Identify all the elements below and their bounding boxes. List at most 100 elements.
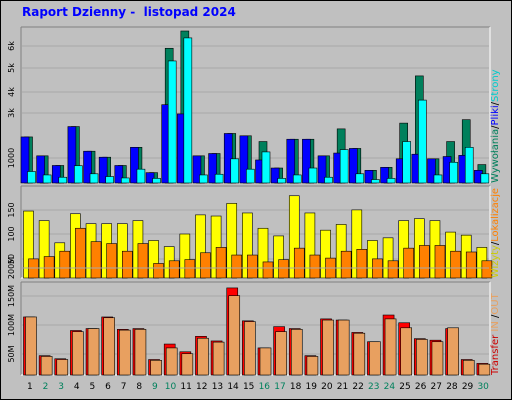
sites-bar xyxy=(293,247,305,279)
kbytes-out-bar xyxy=(369,341,381,376)
pages-bar xyxy=(261,151,271,184)
files-bar xyxy=(192,155,202,184)
legend-part: OUT xyxy=(490,292,501,314)
sites-bar xyxy=(419,245,430,279)
kbytes-out-bar xyxy=(337,319,350,376)
files-bar xyxy=(270,167,280,184)
x-tick-label-day: 22 xyxy=(352,382,363,392)
pages-bar xyxy=(27,171,36,184)
y-tick-label: 50 xyxy=(7,254,16,264)
legend-part: / xyxy=(490,125,501,129)
pages-bar xyxy=(464,147,474,184)
kbytes-out-bar xyxy=(322,319,334,376)
pages-bar xyxy=(371,179,380,184)
kbytes-out-bar xyxy=(228,295,241,376)
sites-bar xyxy=(356,249,368,279)
files-bar xyxy=(380,167,389,184)
x-tick-label-day: 26 xyxy=(415,382,427,392)
y-tick-label: 150 xyxy=(7,202,16,217)
sites-bar xyxy=(153,263,164,279)
sites-bar xyxy=(200,252,211,279)
kbytes-out-bar xyxy=(259,347,272,376)
files-bar xyxy=(114,165,124,184)
y-tick-label: 6k xyxy=(7,41,16,51)
pages-bar xyxy=(152,178,161,184)
x-tick-label-day: 10 xyxy=(165,382,177,392)
pages-bar xyxy=(42,174,52,184)
pages-bar xyxy=(402,141,412,184)
y-tick-label: 100M xyxy=(7,314,16,336)
kbytes-out-bar xyxy=(212,341,225,376)
x-tick-label-day: 18 xyxy=(290,382,302,392)
sites-bar xyxy=(387,260,399,279)
files-bar xyxy=(302,138,311,184)
kbytes-out-bar xyxy=(447,327,459,376)
x-tick-label-day: 1 xyxy=(27,382,33,392)
x-tick-label-day: 2 xyxy=(43,382,49,392)
kbytes-out-bar xyxy=(165,347,178,376)
kbytes-out-bar xyxy=(197,337,209,376)
sites-bar xyxy=(434,245,446,279)
x-tick-label-day: 19 xyxy=(305,382,317,392)
x-tick-label-day: 4 xyxy=(74,382,80,392)
kbytes-out-bar xyxy=(290,329,303,376)
files-bar xyxy=(223,133,233,184)
sites-bar xyxy=(184,259,196,279)
legend-part: Transfer xyxy=(490,334,501,376)
sites-bar xyxy=(231,254,243,279)
kbytes-out-bar xyxy=(478,363,491,376)
x-tick-label-day: 24 xyxy=(384,382,396,392)
pages-bar xyxy=(480,173,490,184)
pages-bar xyxy=(324,176,333,184)
kbytes-out-bar xyxy=(87,328,100,376)
files-bar xyxy=(364,170,374,184)
pages-bar xyxy=(246,168,255,184)
legend-part: / xyxy=(490,101,501,105)
sites-bar xyxy=(309,254,321,279)
files-bar xyxy=(348,148,358,184)
x-tick-label-day: 14 xyxy=(227,382,239,392)
files-bar xyxy=(51,165,61,184)
x-tick-label-day: 13 xyxy=(212,382,223,392)
files-bar xyxy=(67,126,77,184)
sites-bar xyxy=(43,256,55,279)
sites-bar xyxy=(262,261,274,279)
files-bar xyxy=(83,150,92,184)
pages-bar xyxy=(136,168,146,184)
y-tick-label: 200M xyxy=(7,257,16,279)
pages-bar xyxy=(277,178,286,184)
pages-bar xyxy=(339,149,349,184)
kbytes-out-bar xyxy=(150,359,162,376)
y-tick-label: 150M xyxy=(7,285,16,307)
pages-bar xyxy=(449,161,458,184)
x-tick-label-day: 11 xyxy=(180,382,191,392)
y-tick-label: 50M xyxy=(7,345,16,362)
legend-part: Lokalizacje xyxy=(490,188,501,242)
y-tick-label: 100 xyxy=(7,226,16,241)
pages-bar xyxy=(214,173,224,184)
y-tick-label: 5k xyxy=(7,63,16,73)
pages-bar xyxy=(58,176,68,184)
files-bar xyxy=(36,155,45,184)
x-tick-label-day: 7 xyxy=(121,382,127,392)
x-tick-label-day: 29 xyxy=(462,382,474,392)
pages-bar xyxy=(105,176,114,184)
x-tick-label-day: 9 xyxy=(152,382,158,392)
kbytes-out-bar xyxy=(306,356,319,376)
report-title: Raport Dzienny - listopad 2024 xyxy=(22,5,236,19)
pages-bar xyxy=(355,173,365,184)
sites-bar xyxy=(106,243,117,279)
kbytes-out-bar xyxy=(431,341,444,376)
x-tick-label-day: 8 xyxy=(136,382,142,392)
sites-bar xyxy=(481,260,493,279)
sites-bar xyxy=(75,227,86,279)
files-bar xyxy=(208,153,217,184)
x-tick-label-day: 16 xyxy=(259,382,271,392)
x-tick-label-day: 17 xyxy=(274,382,285,392)
x-tick-label-day: 15 xyxy=(243,382,254,392)
kbytes-out-bar xyxy=(119,329,131,376)
sites-bar xyxy=(278,259,289,279)
legend-part: / xyxy=(490,314,501,318)
sites-bar xyxy=(59,250,71,279)
